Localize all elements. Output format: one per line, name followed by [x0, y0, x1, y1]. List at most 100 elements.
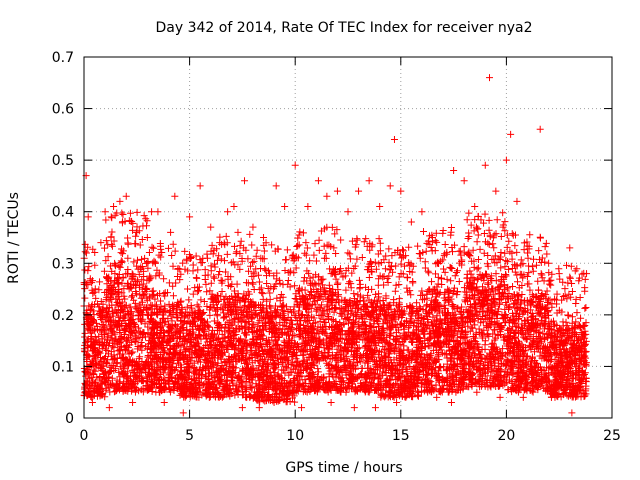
- data-point: [112, 301, 120, 309]
- data-point: [119, 379, 127, 387]
- data-point: [138, 255, 146, 263]
- data-point: [158, 248, 166, 256]
- data-point: [283, 246, 291, 254]
- data-point: [151, 343, 159, 351]
- data-point: [108, 240, 116, 248]
- data-point: [222, 376, 230, 384]
- data-point: [180, 379, 188, 387]
- data-point: [255, 278, 263, 286]
- data-point: [107, 316, 115, 324]
- data-point: [132, 232, 140, 240]
- data-point: [263, 280, 271, 288]
- data-point: [247, 384, 255, 392]
- data-point: [166, 345, 174, 353]
- data-point: [358, 253, 366, 261]
- data-point: [282, 256, 290, 264]
- data-point: [135, 270, 143, 278]
- data-point: [188, 304, 196, 312]
- data-point: [103, 305, 111, 313]
- data-point: [243, 349, 251, 357]
- data-point: [284, 277, 292, 285]
- data-point: [157, 339, 165, 347]
- data-point: [118, 306, 126, 314]
- data-point: [148, 243, 156, 251]
- data-point: [137, 294, 145, 302]
- data-point: [213, 310, 221, 318]
- data-point: [145, 276, 153, 284]
- data-point: [143, 285, 151, 293]
- data-point: [194, 323, 202, 331]
- data-point: [181, 374, 189, 382]
- data-point: [117, 303, 125, 311]
- data-point: [123, 372, 131, 380]
- data-point: [202, 341, 210, 349]
- data-point: [234, 228, 242, 236]
- data-point: [362, 235, 370, 243]
- data-point: [81, 266, 89, 274]
- data-point: [118, 245, 126, 253]
- data-point: [114, 309, 122, 317]
- data-point: [241, 336, 249, 344]
- data-point: [124, 254, 132, 262]
- data-point: [132, 386, 140, 394]
- data-point: [237, 237, 245, 245]
- data-point: [204, 390, 212, 398]
- data-point: [124, 309, 132, 317]
- data-point: [135, 324, 143, 332]
- data-point: [150, 324, 158, 332]
- data-point: [204, 323, 212, 331]
- data-point: [201, 387, 209, 395]
- data-point: [127, 303, 135, 311]
- data-point: [192, 274, 200, 282]
- data-point: [81, 248, 89, 256]
- data-point: [193, 393, 201, 401]
- data-point: [221, 257, 229, 265]
- data-point: [119, 250, 127, 258]
- data-point: [95, 286, 103, 294]
- data-point: [276, 279, 284, 287]
- data-point: [129, 226, 137, 234]
- data-point: [82, 372, 90, 380]
- data-point: [184, 385, 192, 393]
- data-point: [207, 279, 215, 287]
- data-point: [158, 355, 166, 363]
- data-point: [195, 314, 203, 322]
- data-point: [104, 274, 112, 282]
- data-point: [194, 283, 202, 291]
- data-point: [128, 275, 136, 283]
- data-point: [100, 267, 108, 275]
- data-point: [375, 235, 383, 243]
- data-point: [279, 281, 287, 289]
- data-point: [189, 325, 197, 333]
- data-point: [119, 274, 127, 282]
- data-point: [135, 333, 143, 341]
- data-point: [187, 357, 195, 365]
- data-point: [102, 386, 110, 394]
- data-point: [103, 280, 111, 288]
- data-point: [130, 258, 138, 266]
- data-point: [145, 248, 153, 256]
- data-point: [128, 218, 136, 226]
- data-point: [176, 361, 184, 369]
- data-point: [242, 381, 250, 389]
- data-point: [203, 302, 211, 310]
- data-point: [119, 210, 127, 218]
- data-point: [385, 245, 393, 253]
- data-point: [112, 387, 120, 395]
- data-point: [96, 278, 104, 286]
- data-point: [108, 228, 116, 236]
- data-point: [161, 364, 169, 372]
- data-point: [165, 279, 173, 287]
- data-point: [138, 298, 146, 306]
- data-point: [391, 287, 399, 295]
- data-point: [370, 374, 378, 382]
- data-point: [168, 251, 176, 259]
- data-point: [249, 280, 257, 288]
- data-point: [83, 342, 91, 350]
- data-point: [108, 267, 116, 275]
- data-point: [119, 218, 127, 226]
- data-point: [84, 335, 92, 343]
- data-point: [115, 271, 123, 279]
- data-point: [181, 247, 189, 255]
- data-point: [96, 373, 104, 381]
